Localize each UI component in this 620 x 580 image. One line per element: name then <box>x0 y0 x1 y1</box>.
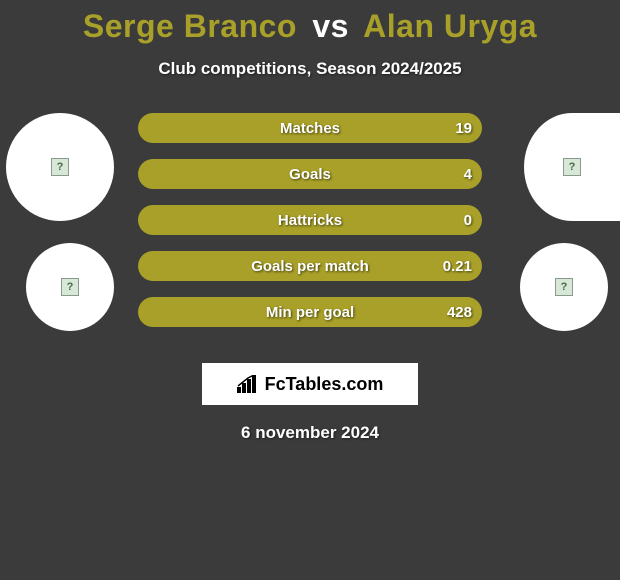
logo-box: FcTables.com <box>202 363 418 405</box>
comparison-section: ? ? ? ? Matches19 Goals4 Hattricks0 Goals p… <box>0 113 620 343</box>
stat-bar-label: Goals per match <box>138 251 482 281</box>
stat-bar: Min per goal428 <box>138 297 482 327</box>
stat-bar-value-right: 428 <box>447 297 472 327</box>
placeholder-icon: ? <box>555 278 573 296</box>
stat-bar-value-right: 0 <box>464 205 472 235</box>
stat-bar-value-right: 4 <box>464 159 472 189</box>
avatar-player1-photo: ? <box>26 243 114 331</box>
stat-bar-label: Goals <box>138 159 482 189</box>
stat-bar-label: Hattricks <box>138 205 482 235</box>
page-title: Serge Branco vs Alan Uryga <box>0 0 620 45</box>
date-text: 6 november 2024 <box>0 423 620 443</box>
avatar-player2-club: ? <box>524 113 620 221</box>
title-player1: Serge Branco <box>83 8 297 44</box>
subtitle: Club competitions, Season 2024/2025 <box>0 59 620 79</box>
stat-bar-value-right: 19 <box>455 113 472 143</box>
title-player2: Alan Uryga <box>363 8 537 44</box>
stat-bar: Goals4 <box>138 159 482 189</box>
stats-bars: Matches19 Goals4 Hattricks0 Goals per match… <box>138 113 482 343</box>
stat-bar: Hattricks0 <box>138 205 482 235</box>
avatar-player1-club: ? <box>6 113 114 221</box>
avatar-player2-photo: ? <box>520 243 608 331</box>
stat-bar-value-right: 0.21 <box>443 251 472 281</box>
placeholder-icon: ? <box>51 158 69 176</box>
placeholder-icon: ? <box>61 278 79 296</box>
stat-bar: Goals per match0.21 <box>138 251 482 281</box>
bar-chart-icon <box>237 375 259 393</box>
stat-bar: Matches19 <box>138 113 482 143</box>
stat-bar-label: Min per goal <box>138 297 482 327</box>
title-vs: vs <box>312 8 349 44</box>
stat-bar-label: Matches <box>138 113 482 143</box>
logo-text: FcTables.com <box>265 374 384 395</box>
placeholder-icon: ? <box>563 158 581 176</box>
